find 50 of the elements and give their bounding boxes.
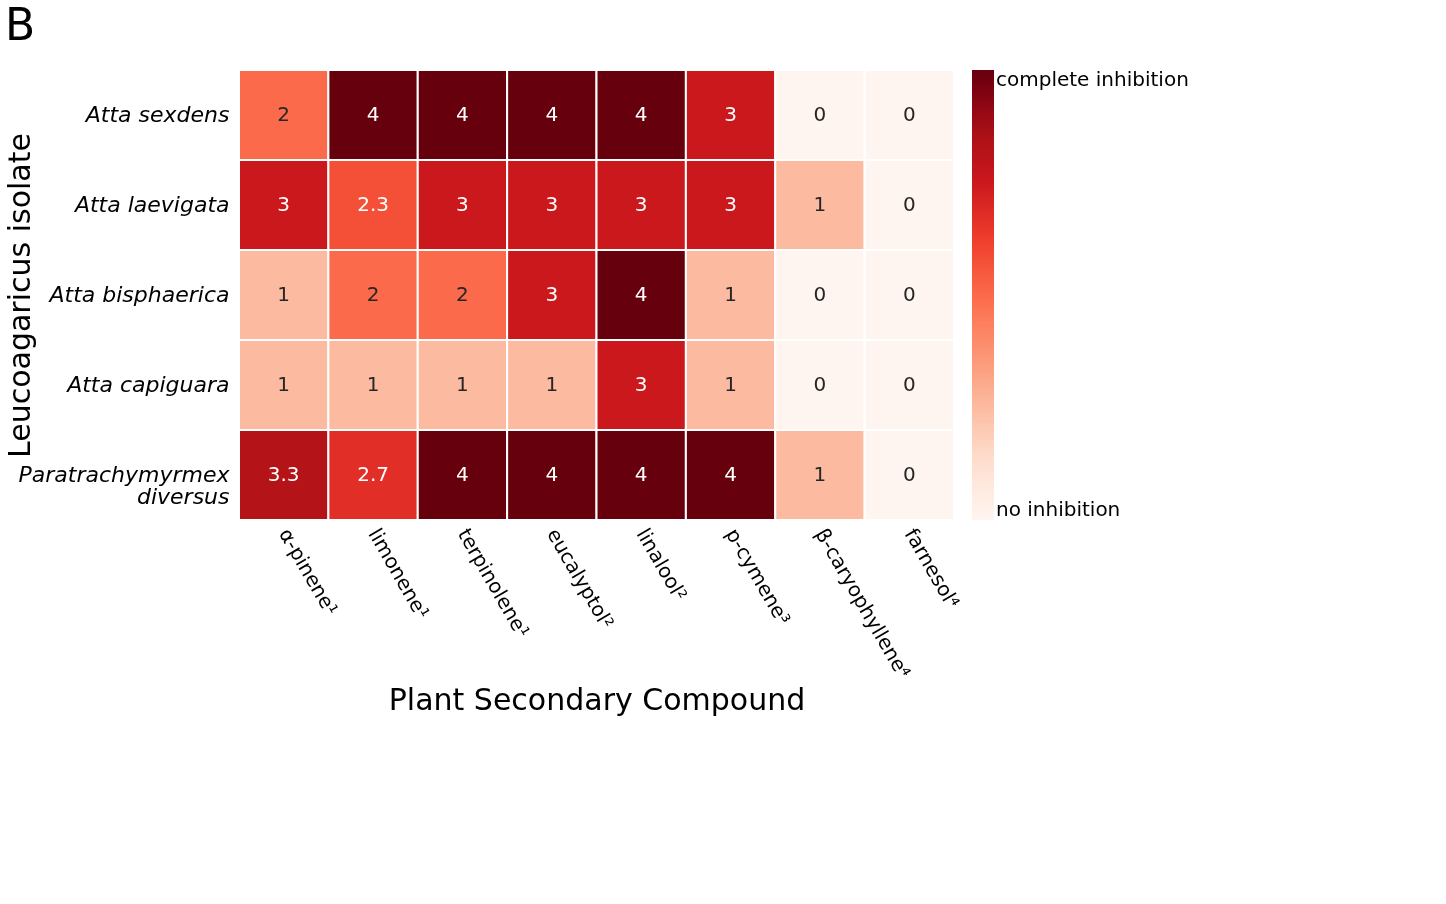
data-label: 4 [634,462,648,486]
data-label: 4 [456,462,469,486]
y-tick-label: Atta capiguara [65,372,230,397]
data-label: 0 [902,462,916,486]
data-label: 0 [902,372,916,396]
data-label: 0 [902,192,916,216]
x-axis-title: Plant Secondary Compound [388,681,806,717]
data-label: 4 [545,462,559,486]
color-bar-label: no inhibition [996,497,1121,521]
data-label: 4 [366,102,380,126]
data-label: 2.7 [357,462,389,486]
data-label: 0 [813,102,827,126]
color-bar-label: complete inhibition [996,67,1189,91]
y-tick-label: Atta laevigata [72,192,230,217]
data-label: 0 [813,282,827,306]
data-label: 4 [456,102,469,126]
data-label: 1 [456,372,469,396]
data-label: 4 [634,102,648,126]
data-label: 3 [545,282,559,306]
y-tick-label: Atta sexdens [83,102,230,127]
data-label: 0 [902,102,916,126]
data-label: 1 [277,282,291,306]
data-label: 3 [724,192,737,216]
data-label: 2 [366,282,380,306]
data-label: 3.3 [267,462,300,486]
data-label: 1 [545,372,559,396]
data-label: 3 [545,192,559,216]
data-label: 1 [366,372,380,396]
data-label: 3 [456,192,469,216]
data-label: 2 [456,282,469,306]
data-label: 0 [813,372,827,396]
data-label: 2 [277,102,291,126]
data-label: 4 [634,282,648,306]
data-label: 3 [634,372,648,396]
data-label: 1 [813,192,827,216]
data-label: 1 [724,282,737,306]
data-label: 1 [277,372,291,396]
data-label: 1 [724,372,737,396]
data-label: 4 [545,102,559,126]
y-tick-label: Atta bisphaerica [47,282,230,307]
y-axis-title: Leucoagaricus isolate [1,133,37,458]
data-label: 3 [634,192,648,216]
data-label: 4 [724,462,737,486]
chart-title: B [5,0,36,50]
data-label: 3 [277,192,291,216]
data-label: 1 [813,462,827,486]
data-label: 3 [724,102,737,126]
y-tick-label: Paratrachymyrmex diversus [18,462,231,509]
data-label: 2.3 [357,192,389,216]
data-label: 0 [902,282,916,306]
